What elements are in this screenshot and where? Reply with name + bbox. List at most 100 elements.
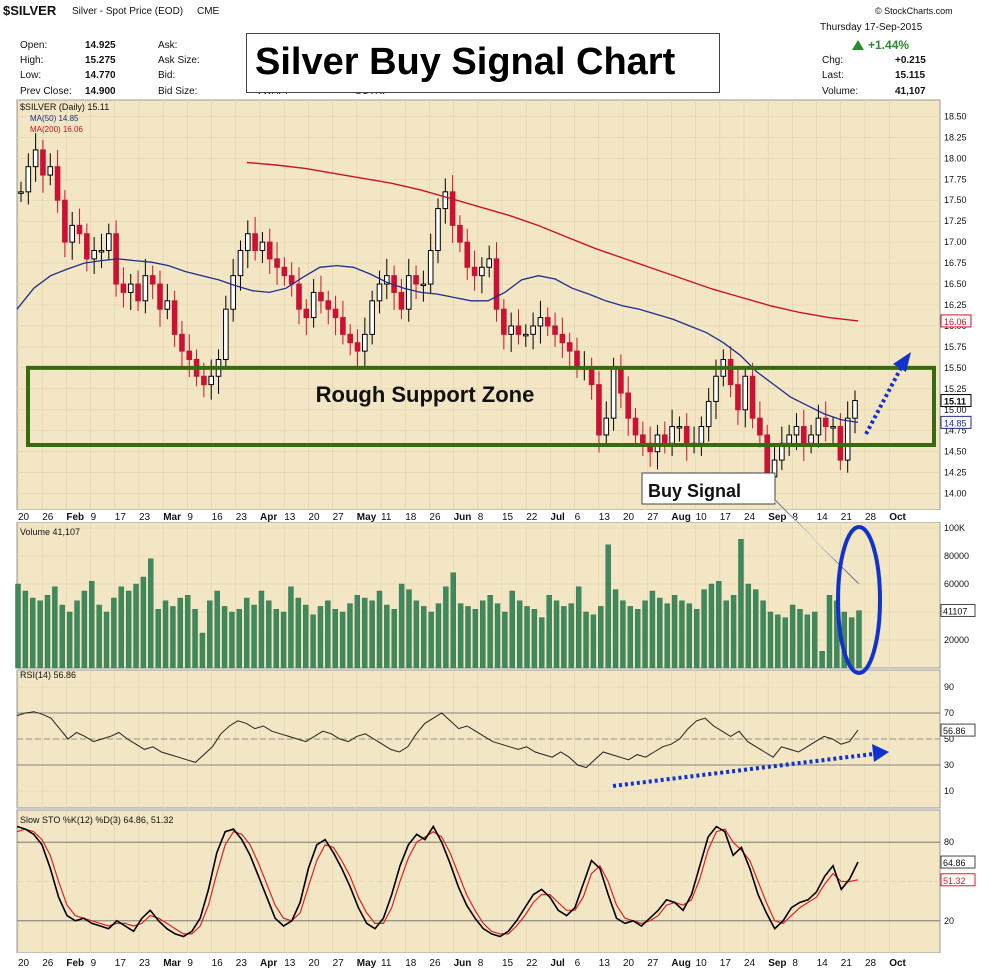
x-tick-label-bottom: May — [357, 958, 377, 969]
x-tick-label-bottom: 14 — [817, 958, 829, 969]
volume-bar — [738, 539, 744, 669]
vol-y-tick-label: 20000 — [944, 635, 969, 645]
x-tick-label-top: Apr — [260, 512, 277, 523]
candle-body — [552, 325, 558, 335]
volume-bar — [236, 609, 243, 669]
candle-body — [566, 342, 573, 352]
sto-k-line — [16, 824, 859, 938]
candle-body — [40, 149, 46, 176]
candle-body — [76, 224, 83, 235]
candle-body — [640, 434, 646, 444]
x-tick-label-top: 8 — [792, 512, 798, 523]
candle-body — [120, 283, 127, 293]
volume-bar — [657, 597, 663, 669]
candle-body — [596, 384, 602, 436]
x-tick-label-bottom: Feb — [66, 958, 84, 969]
volume-bar — [598, 606, 604, 669]
x-tick-label-bottom: 22 — [526, 958, 538, 969]
volume-bar — [642, 600, 648, 669]
vol-y-tick-label: 100K — [944, 523, 965, 533]
prevclose-label: Prev Close: — [20, 86, 72, 97]
rsi-y-tick-label: 10 — [944, 786, 954, 796]
candle-body — [603, 417, 610, 436]
volume-bar — [686, 603, 693, 669]
volume-bar — [192, 609, 198, 669]
x-tick-label-top: Aug — [671, 512, 690, 523]
candle-body — [244, 233, 251, 252]
volume-bar — [465, 606, 471, 669]
candle-body — [757, 417, 763, 436]
volume-bar — [413, 600, 420, 669]
volume-bar — [509, 590, 515, 669]
price-y-tick-label: 14.25 — [944, 468, 967, 478]
volume-bar — [266, 600, 272, 669]
candle-body — [735, 384, 741, 411]
candle-body — [208, 375, 215, 386]
candle-body — [281, 266, 288, 277]
exchange: CME — [197, 6, 220, 17]
x-tick-label-top: 27 — [333, 512, 345, 523]
x-tick-label-top: May — [357, 512, 377, 523]
x-tick-label-top: 26 — [42, 512, 54, 523]
candle-body — [742, 375, 749, 411]
volume-bar — [89, 581, 95, 669]
volume-bar — [199, 632, 206, 669]
volume-bar — [155, 609, 161, 669]
candle-body — [18, 191, 24, 194]
candle-body — [683, 426, 690, 444]
volume-bar — [745, 583, 752, 669]
volume-bar — [804, 614, 811, 669]
candle-body — [808, 434, 814, 444]
candle-body — [54, 166, 61, 201]
date-strip-top — [0, 510, 990, 522]
sto-d-tag-label: 51.32 — [943, 876, 966, 886]
volume-bar — [376, 590, 383, 669]
x-tick-label-bottom: 10 — [696, 958, 708, 969]
volume-bar — [450, 572, 456, 669]
buy-signal-box — [641, 472, 776, 505]
candle-body — [237, 250, 244, 277]
candle-body — [501, 308, 507, 335]
volume-bar — [605, 544, 611, 669]
candle-body — [618, 367, 624, 394]
volume-bar — [398, 583, 405, 669]
candle-body — [822, 417, 829, 428]
candle-body — [479, 266, 485, 277]
copyright: © StockCharts.com — [875, 6, 953, 16]
volume-bar — [221, 606, 228, 669]
x-tick-label-top: 10 — [696, 512, 708, 523]
candle-body — [332, 308, 339, 319]
candle-body — [449, 191, 456, 226]
volume-bar — [347, 603, 353, 669]
x-tick-label-top: Sep — [768, 512, 786, 523]
candle-body — [610, 367, 617, 419]
volume-bar — [856, 610, 862, 669]
candle-body — [661, 434, 668, 444]
candle-body — [230, 275, 236, 310]
price-y-tick-label: 16.75 — [944, 258, 967, 268]
x-tick-label-bottom: 16 — [212, 958, 224, 969]
volume-bar — [826, 595, 833, 669]
volume-bar — [797, 609, 803, 669]
x-tick-label-bottom: 26 — [42, 958, 54, 969]
candle-body — [164, 300, 171, 310]
open-label: Open: — [20, 40, 48, 51]
candle-body — [800, 426, 807, 444]
x-tick-label-bottom: 26 — [429, 958, 441, 969]
price-y-tick-label: 14.50 — [944, 447, 967, 457]
x-tick-label-top: 15 — [502, 512, 514, 523]
candle-body — [62, 199, 68, 243]
x-tick-label-bottom: Jul — [550, 958, 565, 969]
x-tick-label-bottom: 24 — [744, 958, 756, 969]
rsi-trend-arrow-line — [612, 752, 874, 788]
x-tick-label-top: 8 — [478, 512, 484, 523]
volume-bar — [44, 595, 51, 669]
buy-signal-label: Buy Signal — [648, 481, 741, 501]
support-zone-box — [26, 365, 936, 447]
date-strip-bottom — [0, 953, 990, 970]
candle-body — [318, 291, 324, 302]
volume-bar — [694, 609, 700, 669]
x-tick-label-top: 11 — [381, 512, 392, 523]
volume-bar — [243, 597, 250, 669]
